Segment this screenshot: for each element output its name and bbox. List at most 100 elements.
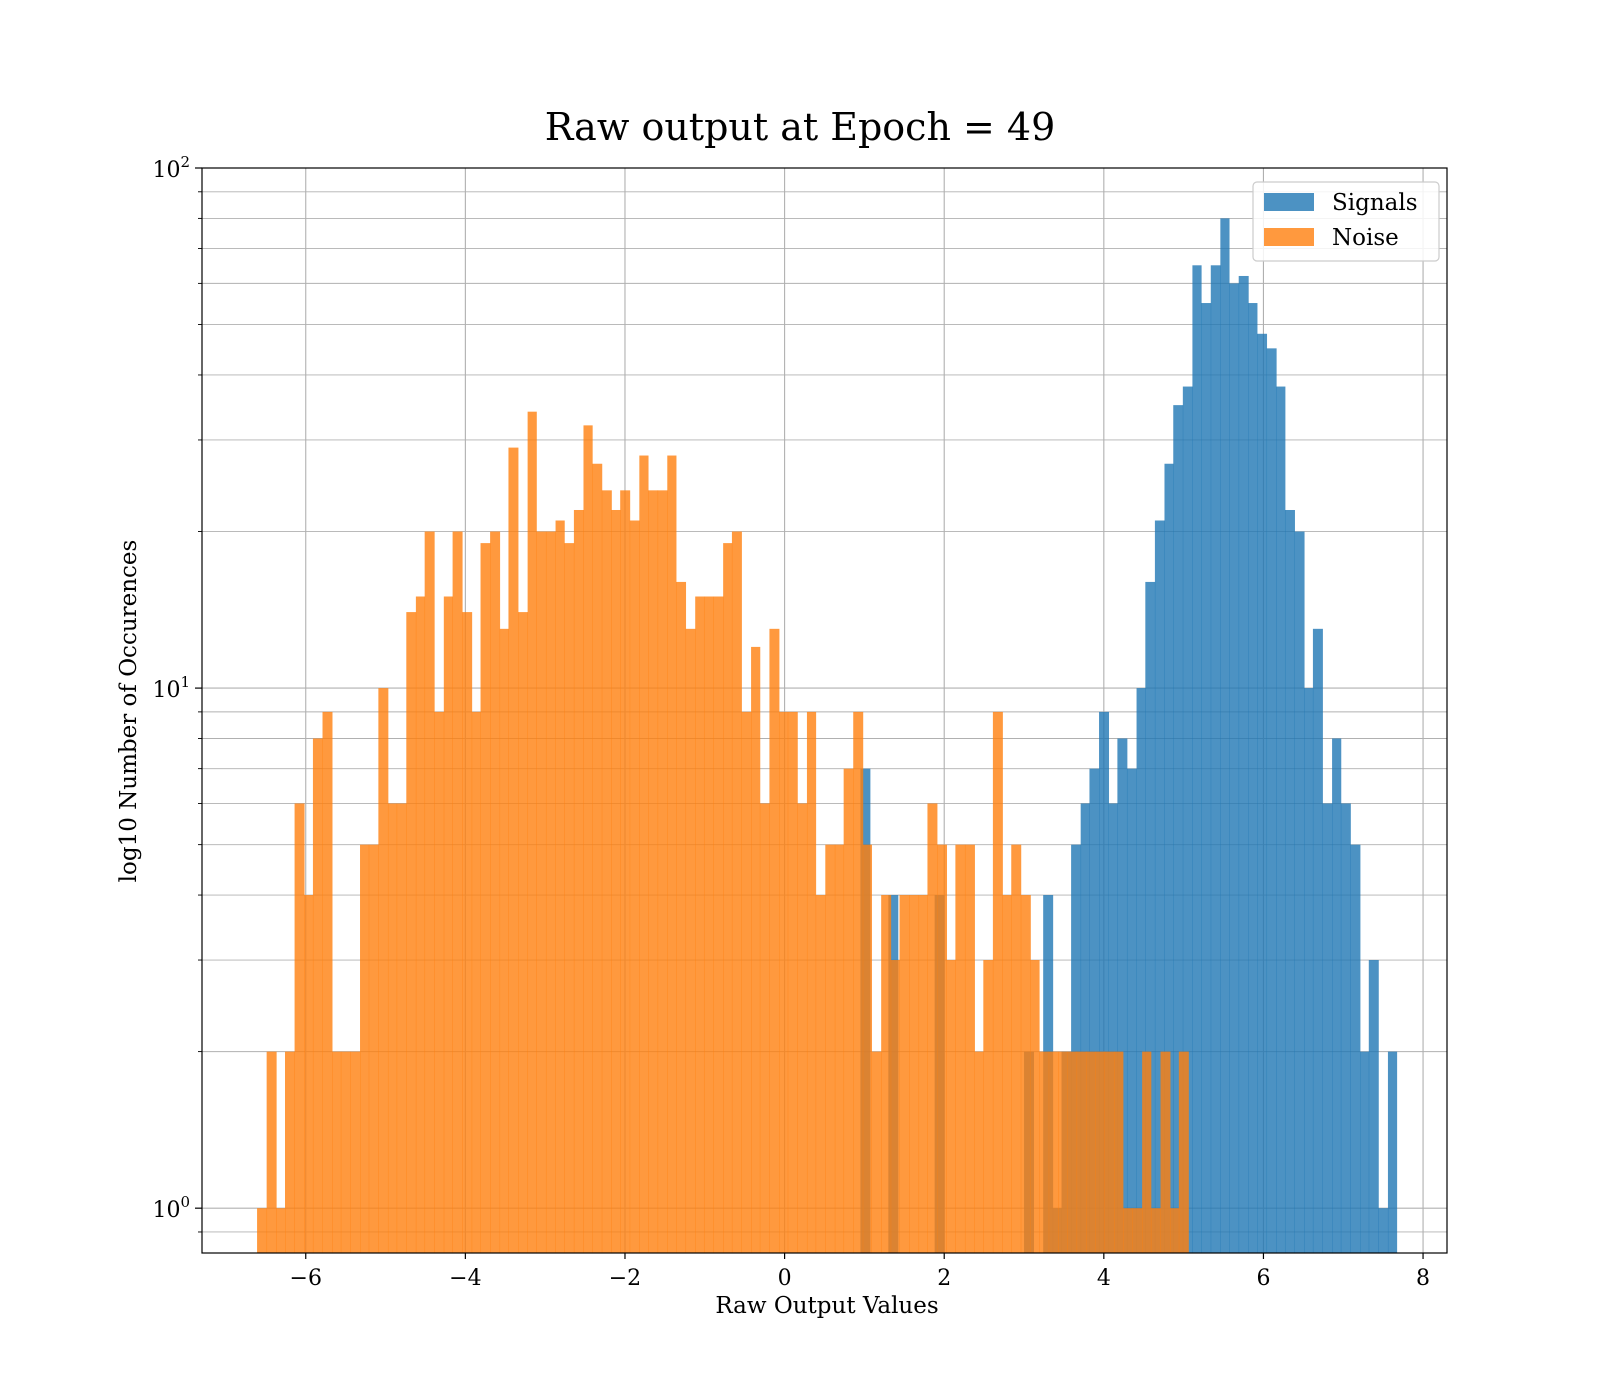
signals-bar (1117, 738, 1128, 1253)
noise-bar (322, 711, 333, 1253)
signals-bar (1192, 265, 1202, 1253)
y-axis-ticks: 100 101 102 (152, 153, 202, 1233)
noise-bar (787, 711, 798, 1253)
noise-bar (815, 895, 826, 1253)
noise-bar (1011, 844, 1022, 1253)
signals-bar (1387, 1051, 1398, 1253)
noise-bar (480, 543, 491, 1253)
noise-bar (573, 509, 584, 1254)
noise-bar (545, 531, 556, 1253)
x-axis-ticks: −6 −4 −2 0 2 4 6 8 (290, 1253, 1430, 1291)
noise-bar (312, 738, 323, 1253)
noise-bar (862, 844, 872, 1253)
noise-bar (406, 612, 417, 1253)
noise-bar (964, 844, 975, 1253)
x-tick-label: −6 (290, 1266, 322, 1291)
x-tick-label: 4 (1097, 1266, 1111, 1291)
noise-bar (1067, 1051, 1078, 1253)
noise-bar (360, 844, 370, 1253)
noise-bar (294, 803, 305, 1253)
noise-bar (1160, 1051, 1171, 1253)
noise-bar (583, 425, 593, 1253)
noise-bar (685, 628, 696, 1253)
noise-bar (1058, 1051, 1068, 1253)
noise-bar (797, 803, 808, 1253)
noise-bar (1039, 1051, 1050, 1253)
noise-bar (713, 596, 724, 1253)
signals-bar (1089, 768, 1100, 1253)
noise-bars (257, 411, 1189, 1254)
signals-bar (1340, 803, 1351, 1253)
legend-swatch-noise (1264, 228, 1314, 246)
noise-bar (1030, 960, 1040, 1253)
signals-bar (1266, 348, 1277, 1253)
noise-bar (769, 628, 780, 1253)
noise-bar (806, 711, 817, 1253)
noise-bar (992, 711, 1003, 1253)
noise-bar (1132, 1208, 1143, 1253)
signals-bar (1201, 303, 1212, 1254)
noise-bar (890, 960, 900, 1253)
noise-bar (751, 646, 761, 1253)
noise-bar (601, 490, 612, 1253)
noise-bar (415, 596, 426, 1253)
noise-bar (853, 711, 864, 1253)
noise-bar (983, 960, 994, 1253)
noise-bar (825, 844, 836, 1253)
legend-label-signals: Signals (1332, 190, 1418, 216)
noise-bar (462, 612, 473, 1253)
noise-bar (1104, 1051, 1115, 1253)
signals-bar (1182, 386, 1193, 1253)
noise-bar (508, 447, 519, 1254)
signals-bar (1136, 688, 1146, 1253)
noise-bar (424, 531, 435, 1253)
signals-bar (1126, 768, 1137, 1253)
noise-bar (1150, 1208, 1161, 1253)
signals-bar (1220, 218, 1230, 1253)
signals-bar (1154, 520, 1165, 1253)
noise-bar (843, 768, 854, 1253)
x-tick-label: 2 (937, 1266, 951, 1291)
noise-bar (452, 531, 463, 1253)
signals-bar (1108, 803, 1118, 1253)
noise-bar (1095, 1051, 1106, 1253)
noise-bar (536, 531, 547, 1253)
noise-bar (1076, 1051, 1087, 1253)
noise-bar (881, 895, 892, 1253)
noise-bar (332, 1051, 342, 1253)
x-tick-label: 8 (1416, 1266, 1430, 1291)
noise-bar (918, 895, 928, 1253)
signals-bar (1322, 803, 1333, 1253)
noise-bar (834, 844, 845, 1253)
noise-bar (611, 509, 621, 1254)
noise-bar (340, 1051, 351, 1253)
y-tick-label: 102 (152, 153, 190, 183)
x-tick-label: −4 (449, 1266, 481, 1291)
signals-bar (1368, 960, 1379, 1253)
chart-title: Raw output at Epoch = 49 (545, 105, 1056, 149)
signals-bar (1294, 531, 1305, 1253)
noise-bar (490, 531, 501, 1253)
noise-bar (703, 596, 714, 1253)
noise-bar (471, 711, 481, 1253)
signals-bar (1332, 738, 1342, 1253)
noise-bar (368, 844, 379, 1253)
signals-bar (1257, 333, 1268, 1253)
signals-bar (1099, 711, 1110, 1253)
noise-bar (741, 711, 752, 1253)
x-tick-label: −2 (609, 1266, 641, 1291)
legend-label-noise: Noise (1332, 225, 1399, 251)
noise-bar (955, 844, 966, 1253)
noise-bar (1178, 1051, 1189, 1253)
noise-bar (266, 1051, 277, 1253)
noise-bar (667, 455, 677, 1253)
noise-bar (1048, 1051, 1059, 1253)
noise-bar (1122, 1208, 1133, 1253)
noise-bar (443, 596, 453, 1253)
noise-bar (946, 960, 956, 1253)
noise-bar (937, 844, 948, 1253)
noise-bar (759, 803, 770, 1253)
noise-bar (620, 490, 631, 1253)
noise-bar (909, 895, 920, 1253)
